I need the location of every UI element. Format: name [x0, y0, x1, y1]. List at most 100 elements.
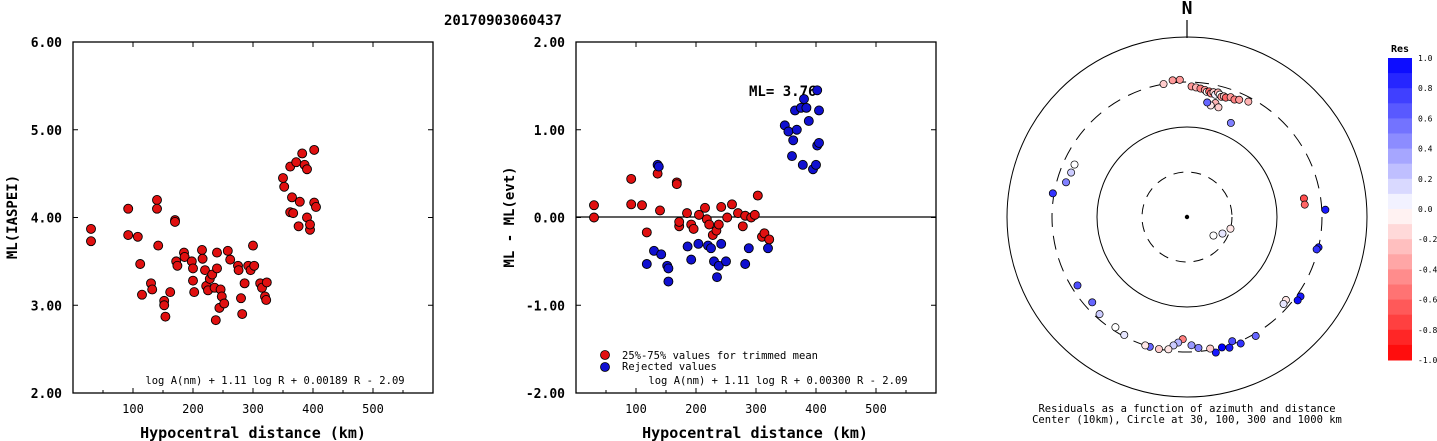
station-point [1141, 341, 1150, 350]
data-point [656, 249, 667, 260]
data-point [261, 295, 272, 305]
colorbar-cell [1388, 254, 1412, 270]
data-point [160, 311, 171, 322]
data-point [172, 260, 183, 271]
colorbar-label: 0.4 [1418, 145, 1433, 154]
data-point [248, 240, 258, 251]
colorbar-label: 1.0 [1418, 54, 1433, 63]
colorbar-label: 0.0 [1418, 205, 1433, 214]
station-point [1154, 345, 1163, 353]
data-point [165, 287, 176, 298]
north-label: N [1182, 0, 1193, 19]
data-point [653, 161, 664, 172]
colorbar-cell [1388, 224, 1412, 240]
colorbar-cell [1388, 344, 1412, 361]
residual-colorbar: Res 1.0 0.8 0.6 0.4 0.2 0.0 -0.2 -0.4 -0.6 -0.8 -1… [1388, 44, 1437, 365]
colorbar-cell [1388, 209, 1412, 225]
station-point [1175, 75, 1184, 84]
data-point [237, 309, 248, 319]
tick-group: 100 200 300 400 500 2.00 3.00 4.00 5.00 6.00 [31, 36, 433, 416]
data-point [197, 253, 208, 264]
data-point [189, 287, 200, 298]
data-point [153, 240, 164, 251]
data-point [222, 245, 233, 256]
data-point [641, 227, 652, 238]
station-point [1203, 98, 1212, 107]
points-group [1048, 75, 1330, 357]
data-point [763, 243, 773, 254]
station-point [1111, 323, 1120, 332]
data-point [712, 272, 722, 283]
data-point [700, 202, 710, 213]
colorbar-cell [1388, 329, 1412, 346]
data-point [311, 202, 321, 212]
colorbar-title: Res [1391, 44, 1409, 55]
data-point [706, 243, 716, 254]
station-point [1225, 343, 1234, 352]
caption-line-1: Residuals as a function of azimuth and d… [1038, 403, 1335, 415]
data-point [86, 223, 96, 234]
tick-group: 100 200 300 400 500 -2.00 -1.00 0.00 1.00 2.00 [526, 36, 936, 416]
station-point [1070, 160, 1079, 169]
data-point [288, 208, 299, 219]
station-point [1206, 344, 1215, 353]
data-point [188, 263, 198, 274]
station-point [1164, 345, 1173, 354]
data-point [737, 221, 748, 232]
data-point [637, 200, 647, 211]
data-point [682, 241, 693, 252]
data-point [727, 199, 737, 210]
station-point [1073, 281, 1082, 290]
data-point [210, 315, 221, 326]
range-ring-30km [1141, 171, 1233, 263]
data-point [764, 234, 775, 245]
data-point [152, 194, 162, 205]
data-point [788, 135, 799, 146]
station-point [1194, 343, 1203, 352]
colorbar-label: -0.4 [1418, 265, 1437, 274]
data-point [749, 209, 760, 220]
data-point [188, 275, 198, 286]
data-point [722, 212, 733, 223]
data-point [179, 252, 190, 262]
data-point [716, 202, 727, 212]
colorbar-cells [1388, 58, 1412, 361]
data-point [693, 238, 704, 249]
x-tick-label: 500 [362, 402, 384, 416]
data-point [743, 243, 754, 254]
event-id-title: 20170903060437 [444, 13, 562, 29]
colorbar-cell [1388, 269, 1412, 285]
azimuth-residual-map: N Residuals as a function of azimuth and… [1006, 0, 1368, 426]
data-point [721, 256, 731, 267]
data-point [309, 144, 320, 155]
data-point [200, 265, 210, 276]
station-point [1244, 97, 1253, 106]
colorbar-cell [1388, 73, 1412, 89]
legend-marker-accepted [600, 350, 610, 360]
station-point [1226, 224, 1235, 233]
x-tick-label: 200 [685, 402, 707, 416]
y-axis-label: ML - ML(evt) [502, 166, 518, 267]
data-point [261, 277, 272, 288]
station-point [1293, 296, 1302, 305]
y-axis-label: ML(IASPEI) [5, 175, 21, 259]
colorbar-cell [1388, 58, 1412, 74]
station-point [1217, 343, 1226, 352]
data-point [302, 164, 312, 175]
x-tick-label: 500 [865, 402, 887, 416]
data-point [674, 216, 685, 227]
points-group [589, 85, 824, 287]
x-tick-label: 400 [805, 402, 827, 416]
colorbar-label: 0.8 [1418, 84, 1433, 93]
data-point [752, 190, 763, 201]
points-group [86, 144, 321, 326]
colorbar-cell [1388, 118, 1412, 134]
data-point [626, 173, 637, 184]
data-point [682, 208, 692, 219]
colorbar-cell [1388, 314, 1412, 331]
station-point [1067, 168, 1076, 177]
x-tick-label: 200 [182, 402, 204, 416]
y-tick-label: 2.00 [31, 387, 62, 402]
station-point [1168, 76, 1177, 85]
data-point [225, 254, 236, 265]
